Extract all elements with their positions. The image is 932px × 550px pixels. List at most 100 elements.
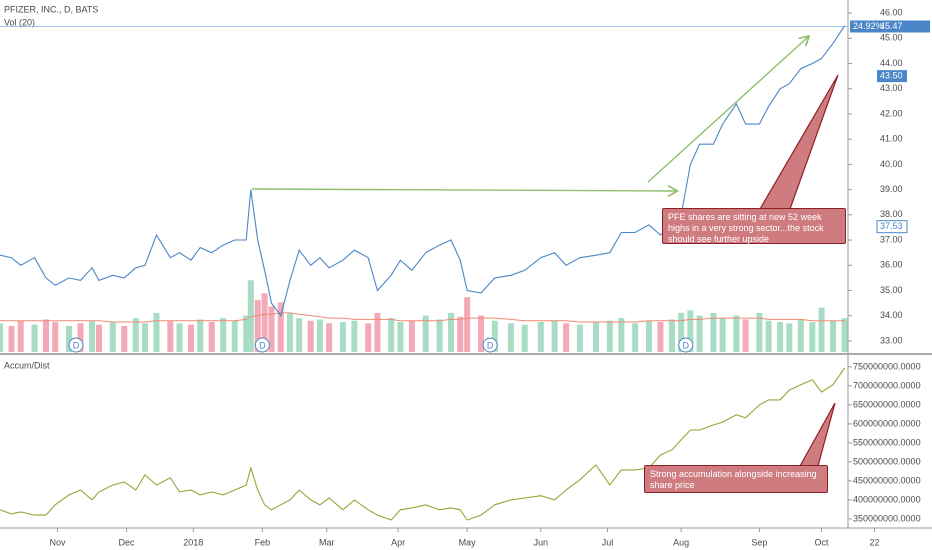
volume-bar bbox=[809, 322, 816, 352]
x-tick-label: 2018 bbox=[183, 537, 203, 547]
volume-bar bbox=[188, 324, 195, 352]
callout-pointer bbox=[798, 402, 836, 467]
volume-bar bbox=[31, 324, 38, 352]
last-price-box bbox=[850, 20, 930, 33]
x-tick-label: Dec bbox=[119, 537, 136, 547]
y-tick-label: 43.00 bbox=[880, 83, 903, 93]
annotation: Strong accumulation alongside increasing… bbox=[644, 465, 828, 493]
y-tick-label: 36.00 bbox=[880, 260, 903, 270]
volume-bar bbox=[208, 322, 215, 352]
arrow bbox=[647, 37, 808, 183]
y-tick-label: 35.00 bbox=[880, 285, 903, 295]
dividend-marker bbox=[68, 337, 84, 353]
y-tick-label: 33.00 bbox=[880, 335, 903, 345]
volume-bar bbox=[77, 323, 84, 352]
volume-bar bbox=[576, 324, 583, 352]
y-tick-label: 46.00 bbox=[880, 7, 903, 17]
volume-bar bbox=[777, 322, 784, 352]
volume-bar bbox=[830, 320, 837, 352]
volume-bar bbox=[52, 322, 59, 352]
volume-bar bbox=[286, 312, 293, 352]
dividend-label: D bbox=[683, 340, 690, 350]
y-tick-label: 34.00 bbox=[880, 310, 903, 320]
volume-bar bbox=[141, 323, 148, 352]
y-tick-label: 550000000.0000 bbox=[853, 437, 921, 447]
volume-bar bbox=[296, 318, 303, 352]
volume-bar bbox=[645, 320, 652, 352]
y-tick-label: 500000000.0000 bbox=[853, 456, 921, 466]
volume-bar bbox=[397, 322, 404, 352]
price-marker-box bbox=[877, 70, 907, 83]
volume-bar bbox=[121, 325, 128, 352]
volume-bar bbox=[89, 320, 96, 352]
volume-bar bbox=[254, 299, 261, 352]
y-tick-label: 42.00 bbox=[880, 108, 903, 118]
x-tick-label: Nov bbox=[50, 537, 67, 547]
y-tick-label: 450000000.0000 bbox=[853, 475, 921, 485]
volume-bar bbox=[316, 319, 323, 352]
volume-bar bbox=[593, 322, 600, 352]
price-marker-label: 37.53 bbox=[880, 221, 903, 231]
chart-title: PFIZER, INC., D, BATS bbox=[4, 4, 98, 14]
volume-bar bbox=[261, 293, 268, 352]
x-tick-label: Oct bbox=[815, 537, 830, 547]
volume-bar bbox=[132, 318, 139, 352]
volume-bar bbox=[109, 322, 116, 352]
dividend-marker bbox=[678, 337, 694, 353]
volume-bar bbox=[618, 318, 625, 352]
y-tick-label: 650000000.0000 bbox=[853, 399, 921, 409]
volume-bar bbox=[408, 320, 415, 352]
volume-bar bbox=[710, 312, 717, 352]
dividend-label: D bbox=[259, 340, 266, 350]
volume-bar bbox=[268, 306, 275, 352]
x-tick-label: Jun bbox=[534, 537, 549, 547]
volume-bar bbox=[220, 318, 227, 352]
y-tick-label: 40.00 bbox=[880, 159, 903, 169]
y-tick-label: 350000000.0000 bbox=[853, 513, 921, 523]
volume-bar bbox=[491, 320, 498, 352]
y-tick-label: 700000000.0000 bbox=[853, 380, 921, 390]
volume-bar bbox=[243, 315, 250, 352]
volume-bar bbox=[307, 320, 314, 352]
volume-bar bbox=[326, 323, 333, 352]
y-tick-label: 39.00 bbox=[880, 184, 903, 194]
volume-bar bbox=[657, 322, 664, 352]
x-tick-label: Feb bbox=[255, 537, 271, 547]
volume-bar bbox=[95, 324, 102, 352]
volume-bar bbox=[388, 318, 395, 352]
dividend-label: D bbox=[487, 340, 494, 350]
volume-bar bbox=[351, 320, 358, 352]
volume-bar bbox=[668, 319, 675, 352]
dividend-label: D bbox=[73, 340, 80, 350]
volume-bar bbox=[742, 319, 749, 352]
volume-bar bbox=[66, 325, 73, 352]
price-marker-box bbox=[876, 220, 908, 234]
last-price-label: 45.47 bbox=[880, 21, 903, 31]
volume-bar bbox=[339, 322, 346, 352]
volume-bar bbox=[17, 320, 24, 352]
volume-bar bbox=[756, 312, 763, 352]
volume-bar bbox=[422, 315, 429, 352]
volume-bar bbox=[197, 319, 204, 352]
volume-ma-line bbox=[0, 312, 845, 323]
x-tick-label: Aug bbox=[673, 537, 689, 547]
arrow bbox=[251, 189, 676, 191]
annotation: PFE shares are sitting at new 52 week hi… bbox=[662, 208, 846, 244]
volume-bar bbox=[841, 318, 848, 352]
volume-bar bbox=[464, 297, 471, 352]
y-tick-label: 400000000.0000 bbox=[853, 494, 921, 504]
volume-bar bbox=[436, 319, 443, 352]
y-tick-label: 750000000.0000 bbox=[853, 361, 921, 371]
accum-dist-line bbox=[0, 367, 846, 521]
indicator-title: Accum/Dist bbox=[4, 360, 50, 370]
x-tick-label: Apr bbox=[391, 537, 405, 547]
y-tick-label: 45.00 bbox=[880, 33, 903, 43]
volume-bar bbox=[43, 319, 50, 352]
y-tick-label: 44.00 bbox=[880, 58, 903, 68]
x-tick-label: Sep bbox=[751, 537, 767, 547]
volume-bar bbox=[521, 324, 528, 352]
volume-bar bbox=[167, 320, 174, 352]
x-tick-label: 22 bbox=[869, 537, 879, 547]
y-tick-label: 38.00 bbox=[880, 209, 903, 219]
